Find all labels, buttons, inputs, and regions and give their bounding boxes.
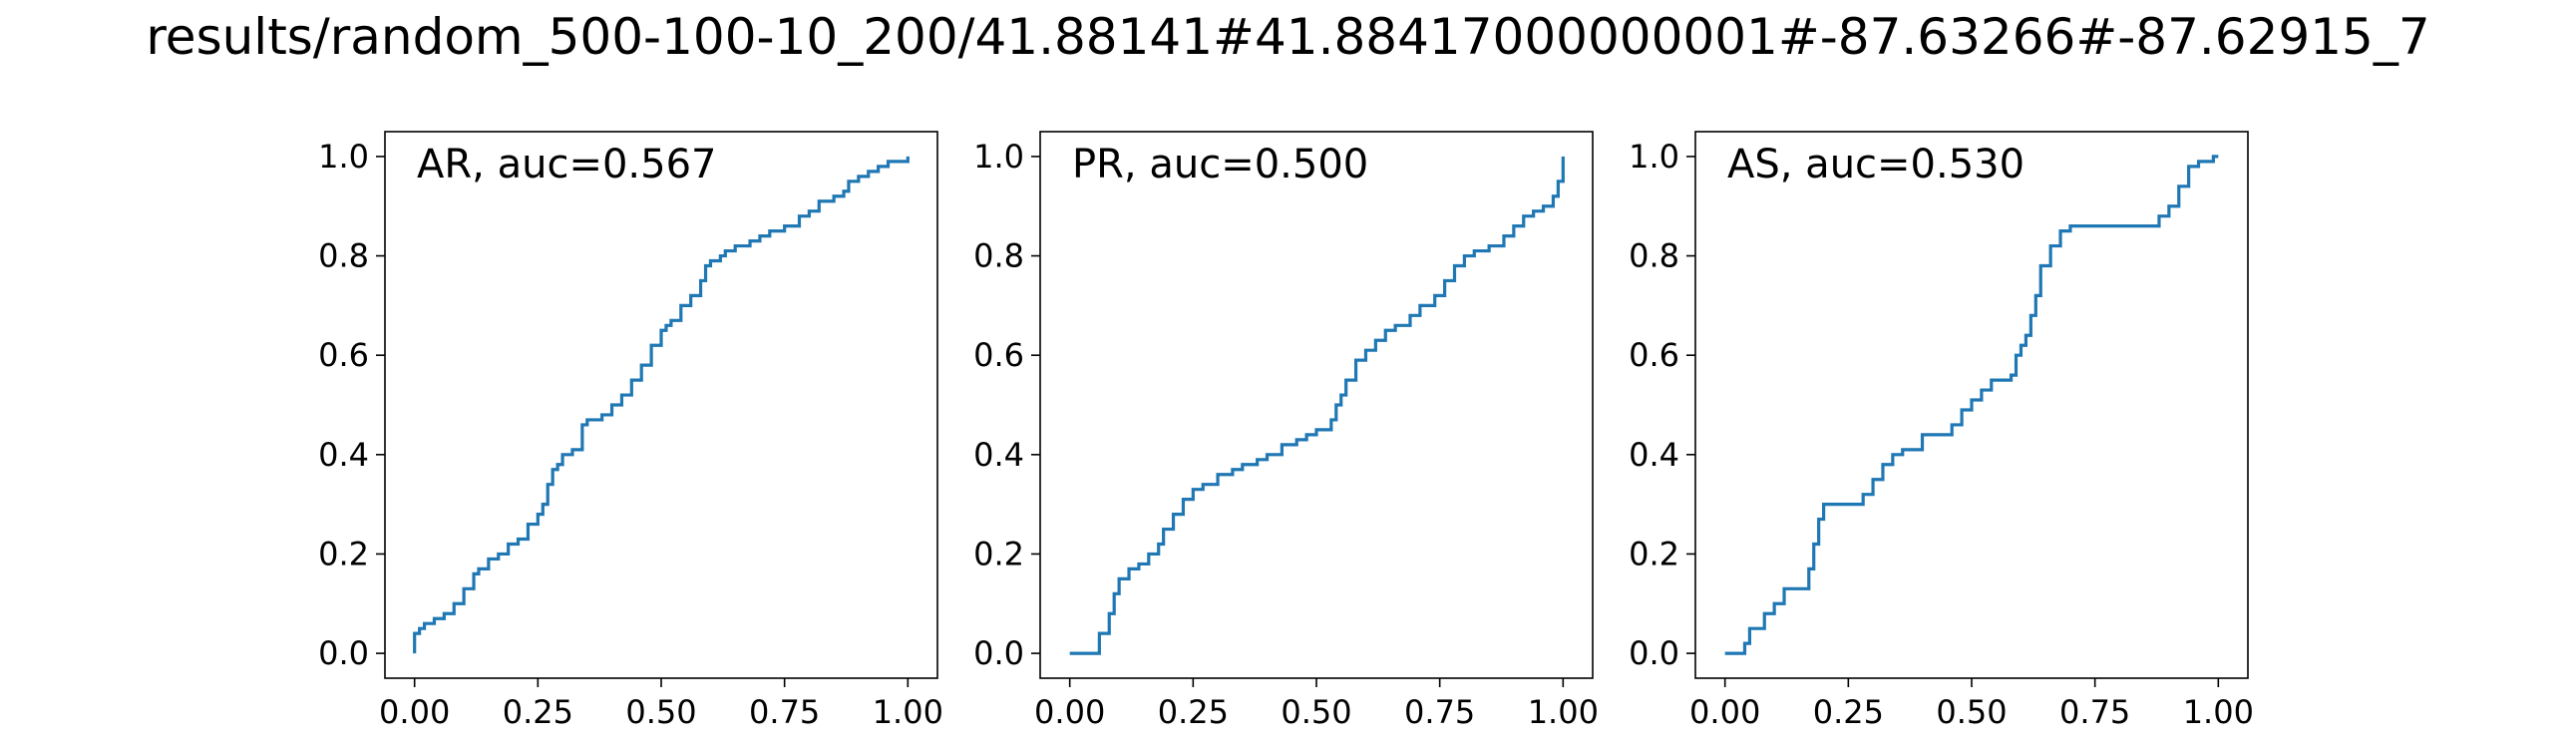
x-tick-label: 0.00 [1034, 693, 1105, 731]
chart-panel-3: 0.00 0.25 0.50 0.75 1.00 0.0 0.2 0.4 0.6 0.8 1.0 AS… [1629, 131, 2254, 731]
x-tick-label: 0.50 [1936, 693, 2007, 731]
y-tick-label: 0.8 [973, 237, 1024, 275]
x-tick-label: 0.75 [2059, 693, 2130, 731]
series-line [1069, 156, 1565, 655]
x-tick-label: 0.00 [379, 693, 450, 731]
x-tick-label: 0.25 [1158, 693, 1229, 731]
y-tick-label: 0.8 [318, 237, 369, 275]
axes-frame [384, 131, 938, 679]
x-tick-label: 0.00 [1689, 693, 1760, 731]
y-tick-label: 0.2 [1629, 535, 1679, 572]
y-tick-label: 1.0 [318, 138, 369, 176]
series-line [413, 156, 910, 654]
chart-panel-2: 0.00 0.25 0.50 0.75 1.00 0.0 0.2 0.4 0.6 0.8 1.0 PR… [973, 131, 1599, 731]
y-tick-label: 0.0 [318, 634, 369, 672]
y-tick-label: 1.0 [973, 138, 1024, 176]
x-tick-label: 1.00 [1528, 693, 1599, 731]
x-tick-label: 0.25 [503, 693, 573, 731]
x-tick-label: 0.50 [1281, 693, 1351, 731]
panel-title: PR, auc=0.500 [1072, 142, 1368, 188]
x-tick-label: 1.00 [873, 693, 943, 731]
y-tick-label: 0.4 [973, 436, 1024, 474]
y-tick-label: 0.6 [318, 336, 369, 374]
x-tick-label: 0.25 [1813, 693, 1884, 731]
y-tick-label: 0.4 [318, 436, 369, 474]
panel-title: AS, auc=0.530 [1727, 142, 2024, 188]
y-tick-label: 0.4 [1629, 436, 1679, 474]
y-tick-label: 0.0 [973, 634, 1024, 672]
x-tick-label: 1.00 [2183, 693, 2254, 731]
x-tick-label: 0.75 [1404, 693, 1475, 731]
y-tick-label: 0.6 [973, 336, 1024, 374]
y-tick-label: 0.8 [1629, 237, 1679, 275]
y-tick-label: 0.6 [1629, 336, 1679, 374]
figure-title: results/random_500-100-10_200/41.88141#4… [146, 8, 2430, 66]
y-tick-label: 1.0 [1629, 138, 1679, 176]
y-tick-label: 0.2 [318, 535, 369, 572]
axes-frame [1039, 131, 1594, 679]
panel-title: AR, auc=0.567 [417, 142, 716, 188]
chart-panel-1: 0.00 0.25 0.50 0.75 1.00 0.0 0.2 0.4 0.6 0.8 1.0 AR… [318, 131, 943, 731]
series-line [1724, 155, 2219, 655]
y-tick-label: 0.2 [973, 535, 1024, 572]
y-tick-label: 0.0 [1629, 634, 1679, 672]
x-tick-label: 0.75 [749, 693, 820, 731]
x-tick-label: 0.50 [625, 693, 696, 731]
